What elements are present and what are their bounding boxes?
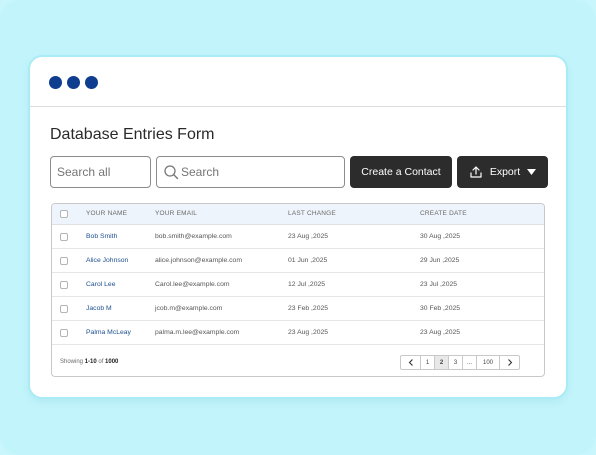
contact-email: palma.m.lee@example.com xyxy=(155,329,240,336)
contact-name[interactable]: Alice Johnson xyxy=(86,257,129,264)
column-header-email[interactable]: YOUR EMAIL xyxy=(155,210,198,217)
page-title: Database Entries Form xyxy=(50,126,215,143)
row-checkbox[interactable] xyxy=(60,329,68,337)
contact-name[interactable]: Carol Lee xyxy=(86,281,116,288)
contact-email: Carol.lee@example.com xyxy=(155,281,230,288)
next-page-button[interactable] xyxy=(499,355,520,370)
table-row[interactable]: Alice Johnson alice.johnson@example.com … xyxy=(52,249,544,273)
row-checkbox[interactable] xyxy=(60,281,68,289)
column-header-name[interactable]: YOUR NAME xyxy=(86,210,128,217)
page-button[interactable]: 100 xyxy=(476,355,500,370)
contact-name[interactable]: Bob Smith xyxy=(86,233,118,240)
upload-icon xyxy=(470,166,482,178)
table-header: YOUR NAME YOUR EMAIL LAST CHANGE CREATE … xyxy=(52,204,544,225)
last-change-date: 01 Jun ,2025 xyxy=(288,257,328,264)
table-row[interactable]: Carol Lee Carol.lee@example.com 12 Jul ,… xyxy=(52,273,544,297)
table-row[interactable]: Bob Smith bob.smith@example.com 23 Aug ,… xyxy=(52,225,544,249)
contact-email: bob.smith@example.com xyxy=(155,233,232,240)
pagination: 1 2 3 ... 100 xyxy=(400,355,520,370)
chevron-left-icon xyxy=(408,359,413,366)
row-checkbox[interactable] xyxy=(60,233,68,241)
page-button-active[interactable]: 2 xyxy=(434,355,449,370)
window-dot[interactable] xyxy=(85,76,98,89)
export-button[interactable]: Export xyxy=(457,156,548,188)
create-date: 29 Jun ,2025 xyxy=(420,257,460,264)
last-change-date: 23 Aug ,2025 xyxy=(288,233,329,240)
contact-email: jcob.m@example.com xyxy=(155,305,223,312)
search-field[interactable] xyxy=(156,156,345,188)
pagination-summary: Showing 1-10 of 1000 xyxy=(60,359,118,365)
row-checkbox[interactable] xyxy=(60,257,68,265)
search-all-input[interactable] xyxy=(50,156,151,188)
page-button[interactable]: 1 xyxy=(420,355,435,370)
prev-page-button[interactable] xyxy=(400,355,421,370)
create-contact-button[interactable]: Create a Contact xyxy=(350,156,452,188)
create-contact-label: Create a Contact xyxy=(361,166,441,178)
chevron-right-icon xyxy=(507,359,512,366)
caret-down-icon xyxy=(527,169,537,175)
window-dot[interactable] xyxy=(49,76,62,89)
search-icon xyxy=(164,165,179,180)
contact-name[interactable]: Jacob M xyxy=(86,305,112,312)
window-dot[interactable] xyxy=(67,76,80,89)
table-row[interactable]: Palma McLeay palma.m.lee@example.com 23 … xyxy=(52,321,544,345)
showing-of: of xyxy=(96,359,106,365)
showing-range: 1-10 xyxy=(84,359,97,365)
search-input[interactable] xyxy=(181,157,341,187)
contact-name[interactable]: Palma McLeay xyxy=(86,329,131,336)
showing-total: 1000 xyxy=(105,359,119,365)
export-label: Export xyxy=(489,166,521,178)
select-all-checkbox[interactable] xyxy=(60,210,68,218)
column-header-last-change[interactable]: LAST CHANGE xyxy=(288,210,336,217)
create-date: 30 Feb ,2025 xyxy=(420,305,461,312)
entries-table: YOUR NAME YOUR EMAIL LAST CHANGE CREATE … xyxy=(51,203,545,377)
page-ellipsis: ... xyxy=(462,355,477,370)
column-header-create-date[interactable]: CREATE DATE xyxy=(420,210,467,217)
last-change-date: 12 Jul ,2025 xyxy=(288,281,326,288)
window-titlebar xyxy=(30,57,566,107)
last-change-date: 23 Feb ,2025 xyxy=(288,305,329,312)
table-row[interactable]: Jacob M jcob.m@example.com 23 Feb ,2025 … xyxy=(52,297,544,321)
create-date: 30 Aug ,2025 xyxy=(420,233,461,240)
app-window: Database Entries Form Create a Contact E… xyxy=(30,57,566,397)
contact-email: alice.johnson@example.com xyxy=(155,257,242,264)
create-date: 23 Aug ,2025 xyxy=(420,329,461,336)
page-button[interactable]: 3 xyxy=(448,355,463,370)
create-date: 23 Jul ,2025 xyxy=(420,281,458,288)
showing-prefix: Showing xyxy=(60,359,85,365)
row-checkbox[interactable] xyxy=(60,305,68,313)
last-change-date: 23 Aug ,2025 xyxy=(288,329,329,336)
